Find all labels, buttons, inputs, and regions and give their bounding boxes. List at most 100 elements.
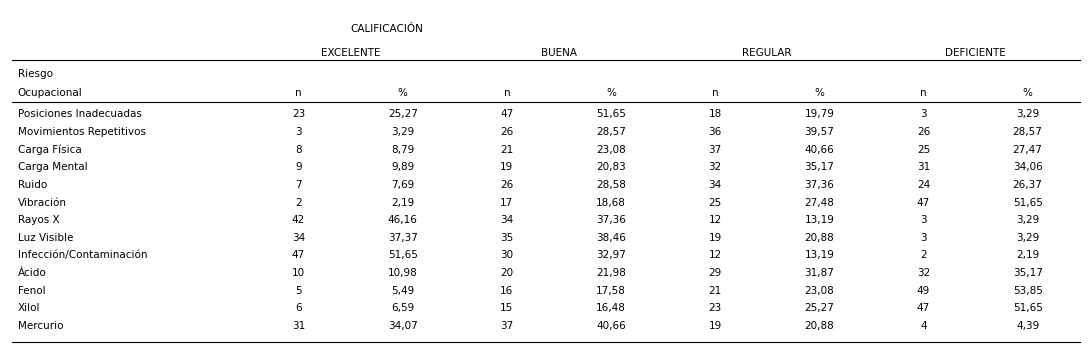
Text: n: n bbox=[921, 89, 927, 98]
Text: 36: 36 bbox=[709, 127, 722, 137]
Text: 3,29: 3,29 bbox=[1016, 215, 1040, 225]
Text: 26: 26 bbox=[917, 127, 930, 137]
Text: %: % bbox=[397, 89, 407, 98]
Text: 47: 47 bbox=[917, 197, 930, 208]
Text: 28,57: 28,57 bbox=[1012, 127, 1043, 137]
Text: 2,19: 2,19 bbox=[391, 197, 414, 208]
Text: Ocupacional: Ocupacional bbox=[17, 89, 83, 98]
Text: 47: 47 bbox=[500, 109, 513, 119]
Text: 46,16: 46,16 bbox=[388, 215, 417, 225]
Text: 51,65: 51,65 bbox=[596, 109, 626, 119]
Text: 21: 21 bbox=[500, 145, 513, 155]
Text: 42: 42 bbox=[292, 215, 305, 225]
Text: 19: 19 bbox=[709, 321, 722, 331]
Text: n: n bbox=[503, 89, 510, 98]
Text: Ruido: Ruido bbox=[17, 180, 47, 190]
Text: 17,58: 17,58 bbox=[596, 286, 626, 296]
Text: 34,07: 34,07 bbox=[388, 321, 417, 331]
Text: 35: 35 bbox=[500, 233, 513, 243]
Text: 26: 26 bbox=[500, 180, 513, 190]
Text: EXCELENTE: EXCELENTE bbox=[321, 48, 380, 58]
Text: 37: 37 bbox=[709, 145, 722, 155]
Text: 40,66: 40,66 bbox=[805, 145, 834, 155]
Text: 25: 25 bbox=[917, 145, 930, 155]
Text: 3: 3 bbox=[295, 127, 301, 137]
Text: 47: 47 bbox=[292, 250, 305, 260]
Text: 25: 25 bbox=[709, 197, 722, 208]
Text: 17: 17 bbox=[500, 197, 513, 208]
Text: 21,98: 21,98 bbox=[596, 268, 626, 278]
Text: 26: 26 bbox=[500, 127, 513, 137]
Text: 18,68: 18,68 bbox=[596, 197, 626, 208]
Text: 23: 23 bbox=[292, 109, 305, 119]
Text: 15: 15 bbox=[500, 303, 513, 313]
Text: 20,88: 20,88 bbox=[805, 233, 834, 243]
Text: BUENA: BUENA bbox=[541, 48, 577, 58]
Text: Posiciones Inadecuadas: Posiciones Inadecuadas bbox=[17, 109, 142, 119]
Text: 51,65: 51,65 bbox=[1012, 303, 1043, 313]
Text: 30: 30 bbox=[500, 250, 513, 260]
Text: %: % bbox=[815, 89, 824, 98]
Text: 23,08: 23,08 bbox=[805, 286, 834, 296]
Text: Vibración: Vibración bbox=[17, 197, 67, 208]
Text: CALIFICACIÓN: CALIFICACIÓN bbox=[351, 24, 424, 34]
Text: 6: 6 bbox=[295, 303, 301, 313]
Text: Fenol: Fenol bbox=[17, 286, 46, 296]
Text: 5,49: 5,49 bbox=[391, 286, 414, 296]
Text: 26,37: 26,37 bbox=[1012, 180, 1043, 190]
Text: 31,87: 31,87 bbox=[805, 268, 834, 278]
Text: 20: 20 bbox=[500, 268, 513, 278]
Text: 3: 3 bbox=[921, 215, 927, 225]
Text: 25,27: 25,27 bbox=[388, 109, 417, 119]
Text: 4: 4 bbox=[921, 321, 927, 331]
Text: 13,19: 13,19 bbox=[805, 250, 834, 260]
Text: 3: 3 bbox=[921, 109, 927, 119]
Text: 32: 32 bbox=[709, 162, 722, 172]
Text: 19: 19 bbox=[500, 162, 513, 172]
Text: 27,47: 27,47 bbox=[1012, 145, 1043, 155]
Text: 35,17: 35,17 bbox=[1012, 268, 1043, 278]
Text: Movimientos Repetitivos: Movimientos Repetitivos bbox=[17, 127, 145, 137]
Text: 4,39: 4,39 bbox=[1016, 321, 1040, 331]
Text: 2: 2 bbox=[295, 197, 301, 208]
Text: 49: 49 bbox=[917, 286, 930, 296]
Text: DEFICIENTE: DEFICIENTE bbox=[946, 48, 1006, 58]
Text: 34: 34 bbox=[500, 215, 513, 225]
Text: 51,65: 51,65 bbox=[1012, 197, 1043, 208]
Text: n: n bbox=[295, 89, 301, 98]
Text: 34: 34 bbox=[709, 180, 722, 190]
Text: 34,06: 34,06 bbox=[1012, 162, 1043, 172]
Text: Rayos X: Rayos X bbox=[17, 215, 59, 225]
Text: 12: 12 bbox=[709, 215, 722, 225]
Text: 12: 12 bbox=[709, 250, 722, 260]
Text: 19,79: 19,79 bbox=[805, 109, 834, 119]
Text: 29: 29 bbox=[709, 268, 722, 278]
Text: 19: 19 bbox=[709, 233, 722, 243]
Text: Infección/Contaminación: Infección/Contaminación bbox=[17, 250, 147, 260]
Text: Xilol: Xilol bbox=[17, 303, 40, 313]
Text: 13,19: 13,19 bbox=[805, 215, 834, 225]
Text: 25,27: 25,27 bbox=[805, 303, 834, 313]
Text: 47: 47 bbox=[917, 303, 930, 313]
Text: 38,46: 38,46 bbox=[596, 233, 626, 243]
Text: 27,48: 27,48 bbox=[805, 197, 834, 208]
Text: Mercurio: Mercurio bbox=[17, 321, 63, 331]
Text: 5: 5 bbox=[295, 286, 301, 296]
Text: Ácido: Ácido bbox=[17, 268, 47, 278]
Text: 31: 31 bbox=[917, 162, 930, 172]
Text: 21: 21 bbox=[709, 286, 722, 296]
Text: 31: 31 bbox=[292, 321, 305, 331]
Text: 10,98: 10,98 bbox=[388, 268, 417, 278]
Text: 6,59: 6,59 bbox=[391, 303, 414, 313]
Text: 3,29: 3,29 bbox=[391, 127, 414, 137]
Text: Riesgo: Riesgo bbox=[17, 69, 52, 79]
Text: Luz Visible: Luz Visible bbox=[17, 233, 73, 243]
Text: 32: 32 bbox=[917, 268, 930, 278]
Text: %: % bbox=[606, 89, 616, 98]
Text: 8,79: 8,79 bbox=[391, 145, 414, 155]
Text: 7: 7 bbox=[295, 180, 301, 190]
Text: 40,66: 40,66 bbox=[596, 321, 626, 331]
Text: Carga Física: Carga Física bbox=[17, 145, 82, 155]
Text: 3,29: 3,29 bbox=[1016, 109, 1040, 119]
Text: 32,97: 32,97 bbox=[596, 250, 626, 260]
